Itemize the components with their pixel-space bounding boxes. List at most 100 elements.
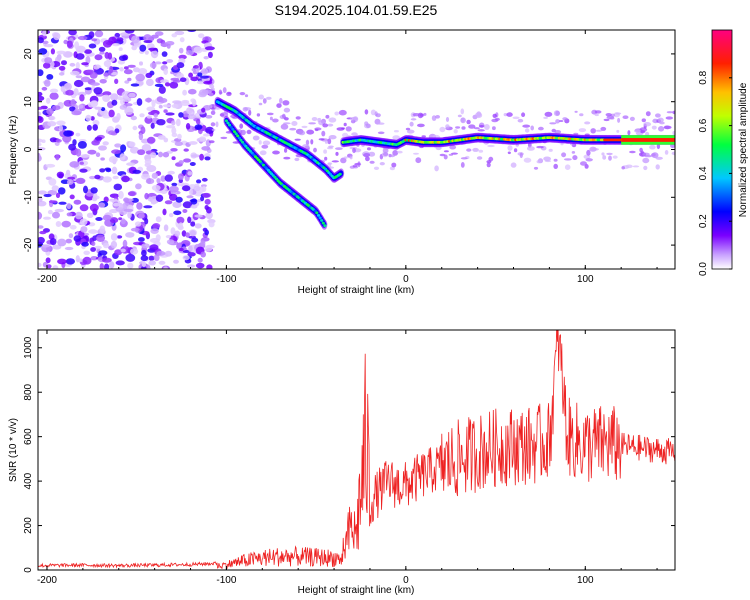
noise-blob <box>55 139 62 143</box>
noise-blob <box>110 209 117 213</box>
noise-blob <box>66 212 73 217</box>
noise-blob <box>132 125 138 131</box>
haze-blob <box>335 147 343 151</box>
noise-blob <box>178 47 184 54</box>
noise-blob <box>188 245 193 253</box>
noise-blob <box>110 240 118 249</box>
haze-blob <box>512 116 520 120</box>
haze-blob <box>507 145 513 151</box>
noise-blob <box>164 174 173 182</box>
noise-blob <box>41 244 50 248</box>
noise-blob <box>65 238 73 244</box>
noise-blob <box>67 176 76 180</box>
haze-blob <box>460 162 465 168</box>
haze-blob <box>239 92 246 96</box>
haze-blob <box>564 164 571 170</box>
haze-blob <box>218 89 222 95</box>
noise-blob <box>150 228 159 235</box>
noise-blob <box>96 234 105 242</box>
ridge-band-peak <box>621 138 675 142</box>
haze-blob <box>524 128 530 133</box>
noise-blob <box>69 225 77 230</box>
haze-blob <box>434 165 439 172</box>
haze-blob <box>609 117 615 120</box>
noise-blob <box>48 115 56 121</box>
haze-blob <box>601 152 605 156</box>
haze-blob <box>349 155 353 160</box>
noise-blob <box>135 73 145 82</box>
noise-blob <box>99 225 106 234</box>
noise-blob <box>200 196 205 202</box>
noise-blob <box>57 187 66 195</box>
noise-blob <box>197 257 203 263</box>
noise-blob <box>99 79 107 84</box>
haze-blob <box>367 147 371 151</box>
noise-blob <box>105 168 112 173</box>
noise-blob <box>95 217 103 221</box>
noise-blob <box>48 178 57 186</box>
noise-blob <box>175 196 183 203</box>
noise-blob <box>125 253 136 262</box>
noise-blob <box>98 145 107 151</box>
haze-blob <box>392 150 399 156</box>
noise-blob <box>83 185 88 194</box>
noise-blob <box>171 104 179 109</box>
noise-blob <box>85 56 91 65</box>
haze-blob <box>321 130 326 137</box>
noise-blob <box>127 64 136 68</box>
noise-blob <box>201 68 209 75</box>
noise-blob <box>79 168 88 173</box>
haze-blob <box>651 153 656 157</box>
noise-blob <box>79 218 88 226</box>
figure-title: S194.2025.104.01.59.E25 <box>275 2 438 18</box>
noise-blob <box>204 245 213 252</box>
noise-blob <box>201 177 208 182</box>
noise-blob <box>64 246 74 251</box>
haze-blob <box>317 117 322 123</box>
haze-blob <box>210 87 215 92</box>
haze-blob <box>324 156 328 161</box>
haze-blob <box>240 129 246 136</box>
haze-blob <box>208 140 215 144</box>
noise-blob <box>63 130 73 137</box>
noise-blob <box>38 211 43 220</box>
noise-blob <box>152 223 161 229</box>
noise-blob <box>162 104 172 108</box>
noise-blob <box>117 96 123 101</box>
noise-blob <box>75 53 85 60</box>
noise-blob <box>200 240 206 248</box>
noise-blob <box>182 185 191 192</box>
haze-blob <box>663 125 672 130</box>
noise-blob <box>46 108 54 115</box>
noise-blob <box>94 30 104 38</box>
noise-blob <box>110 72 119 76</box>
haze-blob <box>244 94 249 98</box>
x-tick-label: -100 <box>216 575 236 586</box>
noise-blob <box>131 45 137 51</box>
noise-blob <box>108 198 118 202</box>
haze-blob <box>368 151 376 157</box>
noise-blob <box>41 86 48 91</box>
noise-blob <box>144 158 152 166</box>
haze-blob <box>282 113 286 119</box>
haze-blob <box>517 118 524 123</box>
spectrogram-y-label: Frequency (Hz) <box>8 116 19 185</box>
haze-blob <box>357 161 361 168</box>
noise-blob <box>93 65 100 70</box>
snr-y-label: SNR (10 * v/v) <box>8 418 19 482</box>
noise-blob <box>151 34 159 39</box>
noise-blob <box>57 258 67 265</box>
noise-blob <box>141 144 152 152</box>
noise-blob <box>113 183 123 191</box>
noise-blob <box>154 31 164 36</box>
noise-blob <box>102 176 112 183</box>
haze-blob <box>389 166 395 171</box>
noise-blob <box>179 37 185 43</box>
haze-blob <box>389 154 396 158</box>
noise-blob <box>63 99 73 107</box>
haze-blob <box>574 110 578 113</box>
noise-blob <box>182 255 190 261</box>
x-tick-label: -200 <box>37 575 57 586</box>
noise-blob <box>151 172 158 179</box>
haze-blob <box>664 150 669 155</box>
